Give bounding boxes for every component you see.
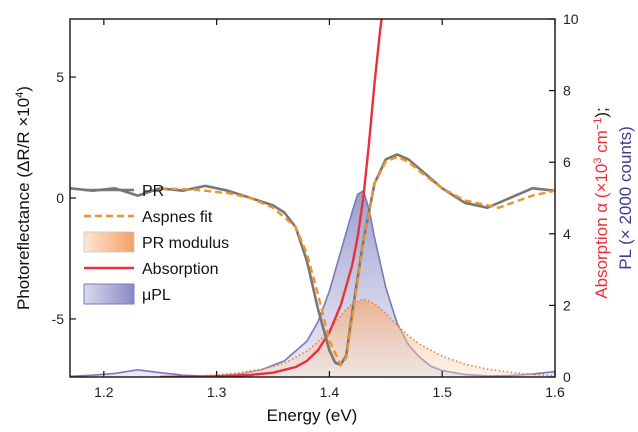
x-tick-label: 1.6 — [545, 384, 565, 400]
x-axis-label: Energy (eV) — [267, 406, 358, 425]
legend-label: PR — [142, 183, 164, 200]
legend: PR Aspnes fit PR modulus Absorption μPL — [83, 183, 229, 305]
left-tick-label: 5 — [56, 69, 64, 85]
y-axis-label-left-main: Photoreflectance (ΔR/R ×10 — [14, 98, 33, 310]
pr-modulus-area — [194, 299, 555, 377]
x-tick-label: 1.2 — [94, 384, 114, 400]
aspnes-fit-line — [160, 155, 555, 368]
right-tick-label: 8 — [563, 83, 571, 99]
right-tick-label: 6 — [563, 154, 571, 170]
absorption-line — [160, 19, 383, 377]
x-tick-label: 1.4 — [320, 384, 340, 400]
y-axis-label-pl: PL (× 2000 counts) — [616, 126, 635, 270]
legend-label: Absorption — [142, 261, 219, 278]
right-tick-label: 0 — [563, 369, 571, 385]
y-axis-label-left-end: ) — [14, 86, 33, 92]
series-layer — [70, 19, 555, 377]
legend-label: PR modulus — [142, 235, 229, 252]
legend-swatch-pl — [83, 283, 135, 305]
pr-modulus-line — [194, 298, 555, 377]
right-tick-label: 2 — [563, 297, 571, 313]
axes-layer: 1.2 1.3 1.4 1.5 1.6 5 0 -5 0 2 4 6 8 10 — [52, 11, 579, 400]
x-tick-label: 1.5 — [432, 384, 452, 400]
y-axis-label-right: Absorption α (×103 cm−1); — [592, 107, 611, 299]
pl-area — [70, 190, 555, 377]
left-tick-label: -5 — [52, 311, 65, 327]
legend-label: Aspnes fit — [142, 209, 213, 226]
y-axis-label-absorption: Absorption α (×103 cm−1); — [592, 107, 611, 299]
left-tick-label: 0 — [56, 190, 64, 206]
legend-label: μPL — [142, 287, 171, 304]
y-axis-label-left-sup: 4 — [14, 92, 26, 98]
x-tick-label: 1.3 — [207, 384, 227, 400]
right-tick-label: 4 — [563, 226, 571, 242]
right-tick-label: 10 — [563, 11, 579, 27]
y-axis-label-left: Photoreflectance (ΔR/R ×104) — [14, 86, 33, 310]
legend-swatch-modulus — [83, 231, 135, 253]
